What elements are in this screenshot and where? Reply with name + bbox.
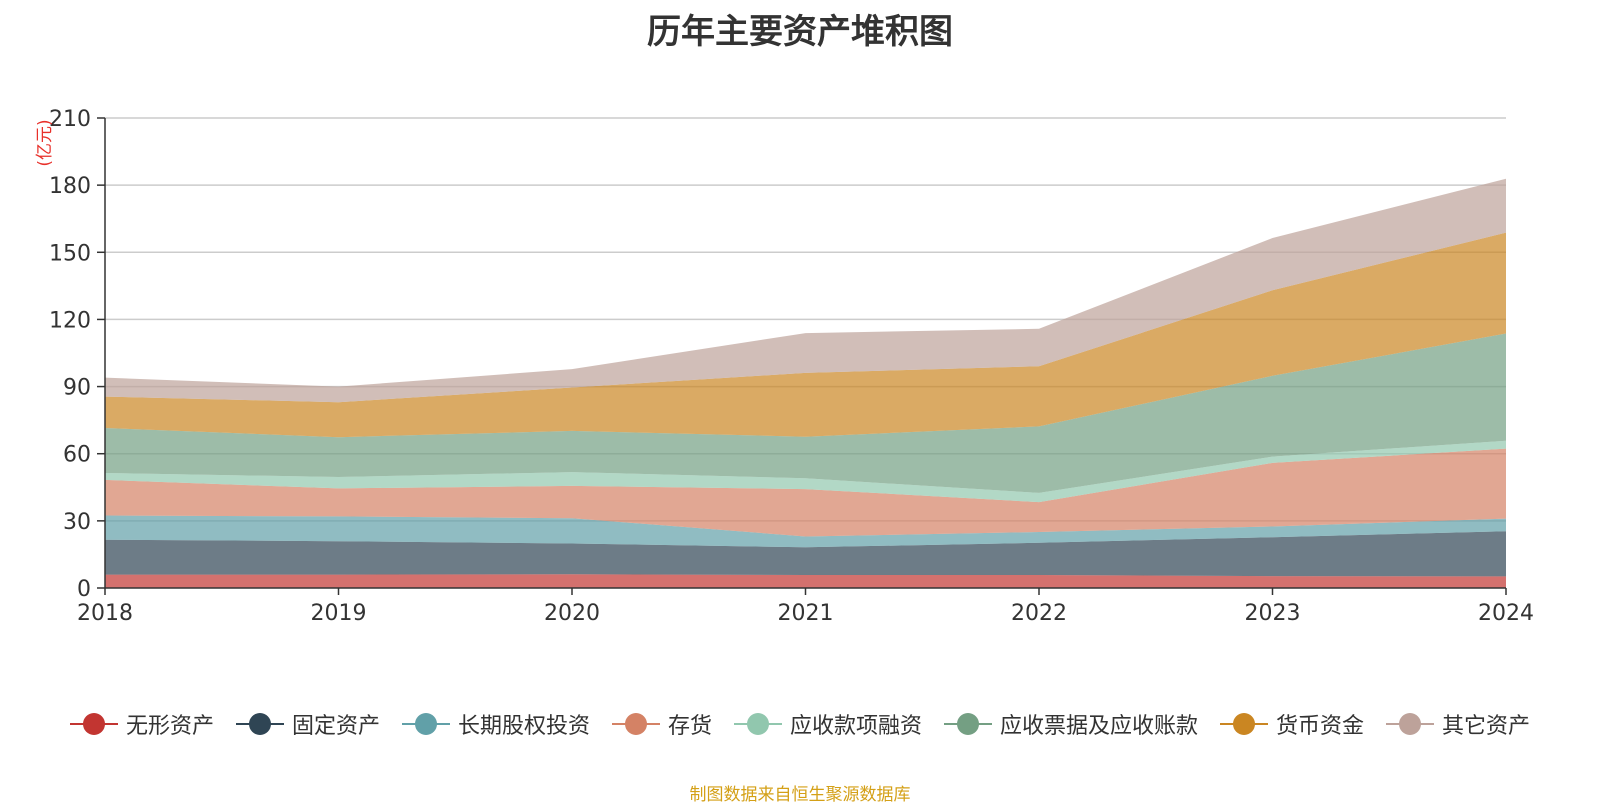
stacked-area-chart: 0 30 60 90 120 150 180 210 2018 2019 2020 2021 2022 2…	[35, 107, 1534, 626]
legend-marker-icon	[1386, 710, 1435, 738]
legend-item-2[interactable]: 长期股权投资	[401, 708, 590, 740]
legend-marker-icon	[944, 710, 993, 738]
x-tick-label: 2022	[1011, 601, 1067, 626]
legend-label: 长期股权投资	[457, 714, 590, 739]
area-series-1[interactable]	[105, 531, 1506, 577]
chart-title: 历年主要资产堆积图	[647, 12, 953, 52]
area-series-7[interactable]	[105, 178, 1506, 403]
y-tick-label: 0	[77, 577, 91, 602]
legend-item-1[interactable]: 固定资产	[235, 708, 380, 740]
legend-label: 应收款项融资	[790, 714, 923, 739]
legend-label: 存货	[667, 714, 712, 739]
y-tick-label: 120	[49, 308, 91, 333]
legend-marker-icon	[1220, 710, 1269, 738]
x-tick-label: 2023	[1245, 601, 1301, 626]
legend-marker-icon	[734, 710, 782, 738]
legend-item-5[interactable]: 应收票据及应收账款	[944, 708, 1198, 740]
legend-item-6[interactable]: 货币资金	[1220, 708, 1364, 740]
axes: 0 30 60 90 120 150 180 210 2018 2019 2020 2021 2022 2…	[49, 107, 1534, 626]
legend-label: 无形资产	[125, 714, 214, 739]
y-tick-label: 210	[49, 107, 91, 132]
area-series-4[interactable]	[105, 440, 1506, 503]
legend-item-3[interactable]: 存货	[611, 708, 712, 740]
data-source-note: 制图数据来自恒生聚源数据库	[689, 785, 911, 805]
x-tick-label: 2019	[311, 601, 367, 626]
x-tick-label: 2018	[77, 601, 133, 626]
area-series-6[interactable]	[105, 232, 1506, 438]
legend-marker-icon	[611, 710, 660, 738]
area-series-layer	[105, 178, 1506, 588]
area-series-0[interactable]	[105, 574, 1506, 588]
legend-item-4[interactable]: 应收款项融资	[734, 708, 922, 740]
legend-label: 固定资产	[291, 714, 380, 739]
legend: 无形资产 固定资产 长期股权投资 存货 应收款项融资 应收票据及应收账款 货币资金 其它资产	[0, 704, 1600, 744]
y-tick-label: 150	[49, 241, 91, 266]
legend-marker-icon	[235, 710, 284, 738]
area-series-2[interactable]	[105, 515, 1506, 548]
y-tick-label: 60	[63, 443, 91, 468]
y-tick-label: 30	[63, 510, 91, 535]
area-series-3[interactable]	[105, 448, 1506, 537]
legend-item-0[interactable]: 无形资产	[69, 708, 214, 740]
legend-marker-icon	[401, 710, 450, 738]
x-tick-label: 2024	[1478, 601, 1534, 626]
legend-label: 应收票据及应收账款	[1000, 714, 1199, 739]
y-tick-label: 90	[63, 376, 91, 401]
legend-label: 货币资金	[1276, 714, 1365, 739]
legend-marker-icon	[69, 710, 118, 738]
x-tick-label: 2020	[544, 601, 600, 626]
y-axis-unit-label: (亿元)	[35, 119, 55, 166]
x-tick-label: 2021	[778, 601, 834, 626]
legend-label: 其它资产	[1442, 714, 1531, 739]
y-tick-label: 180	[49, 174, 91, 199]
legend-item-7[interactable]: 其它资产	[1386, 708, 1530, 740]
area-series-5[interactable]	[105, 333, 1506, 493]
